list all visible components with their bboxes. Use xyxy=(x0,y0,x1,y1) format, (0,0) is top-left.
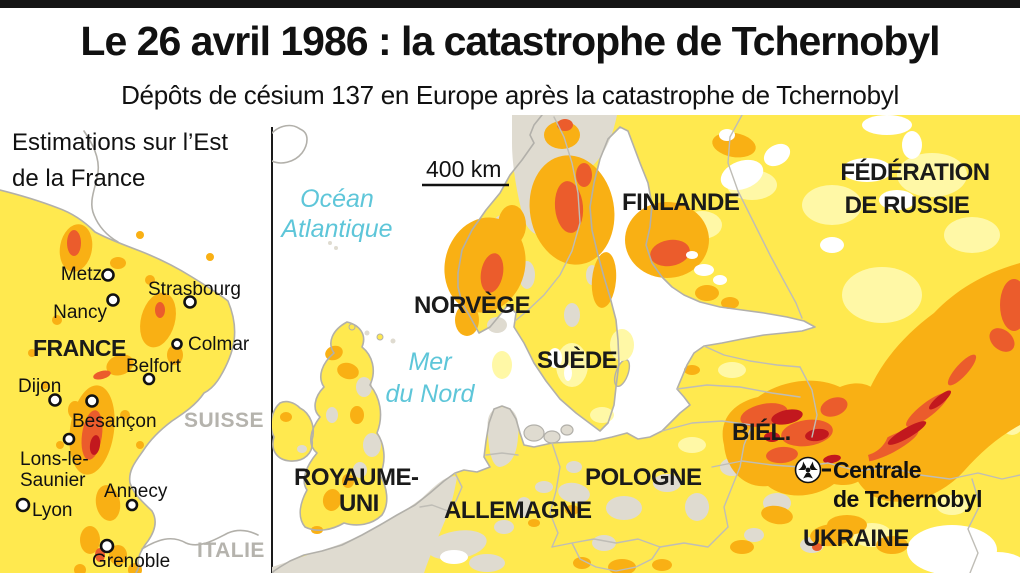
label-mer-line2: du Nord xyxy=(386,380,476,408)
shetland-islands xyxy=(328,241,396,344)
city-label-metz: Metz xyxy=(61,264,102,285)
label-ukraine: UKRAINE xyxy=(803,525,909,552)
city-marker-belfort xyxy=(142,372,156,386)
label-centrale-line2: de Tchernobyl xyxy=(833,486,982,512)
sea-labels: Océan Atlantique Mer du Nord xyxy=(279,185,475,408)
label-mer-line1: Mer xyxy=(408,348,453,376)
city-marker-grenoble xyxy=(99,538,115,554)
page-subtitle: Dépôts de césium 137 en Europe après la … xyxy=(121,80,899,110)
page-title: Le 26 avril 1986 : la catastrophe de Tch… xyxy=(80,18,940,64)
city-marker-nancy xyxy=(106,293,120,307)
label-norvege: NORVÈGE xyxy=(414,291,531,319)
city-label-colmar: Colmar xyxy=(188,334,250,355)
city-marker-strasbourg xyxy=(183,295,197,309)
europe-map: 400 km Océan Atlantique Mer du Nord NORV… xyxy=(272,115,1020,573)
city-label-annecy: Annecy xyxy=(104,481,168,502)
city-label-dijon: Dijon xyxy=(18,376,61,397)
label-suede: SUÈDE xyxy=(537,346,618,374)
city-label-belfort: Belfort xyxy=(126,356,182,377)
inset-land-layer xyxy=(0,130,259,573)
label-royaume-line2: UNI xyxy=(339,490,379,517)
label-pologne: POLOGNE xyxy=(585,464,702,491)
france-inset-map: Estimations sur l’Est de la France Metz … xyxy=(0,129,265,573)
deposit-patches xyxy=(280,119,1020,573)
city-label-lyon: Lyon xyxy=(32,500,73,521)
city-marker-dijon xyxy=(48,393,62,407)
city-label-lons-line2: Saunier xyxy=(20,470,86,491)
city-label-grenoble: Grenoble xyxy=(92,551,170,572)
city-marker-metz xyxy=(101,268,115,282)
city-marker-besancon xyxy=(85,394,99,408)
panel-divider xyxy=(271,127,273,573)
label-russie-line2: DE RUSSIE xyxy=(845,192,970,219)
radiation-icon xyxy=(794,456,822,484)
main-land-layer xyxy=(272,115,1020,573)
label-bielorussie: BIÉL. xyxy=(732,418,791,446)
scale-label: 400 km xyxy=(426,156,501,182)
city-marker-colmar xyxy=(171,338,183,350)
city-label-lons-line1: Lons-le- xyxy=(20,449,89,470)
inset-deposit-patches xyxy=(28,224,214,573)
label-france: FRANCE xyxy=(33,335,126,361)
label-finlande: FINLANDE xyxy=(622,189,740,216)
city-label-strasbourg: Strasbourg xyxy=(148,279,241,300)
label-allemagne: ALLEMAGNE xyxy=(444,497,592,524)
label-centrale-line1: Centrale xyxy=(833,457,921,483)
country-borders xyxy=(419,115,1020,573)
city-label-besancon: Besançon xyxy=(72,411,157,432)
city-marker-annecy xyxy=(125,498,139,512)
inset-borders xyxy=(0,130,259,573)
city-marker-lons xyxy=(62,432,76,446)
label-ocean-line1: Océan xyxy=(300,185,374,213)
label-russie-line1: FÉDÉRATION xyxy=(840,158,989,186)
top-bar xyxy=(0,0,1020,8)
label-italie: ITALIE xyxy=(197,539,265,562)
inset-heading-line1: Estimations sur l’Est xyxy=(12,129,228,156)
country-labels: NORVÈGE SUÈDE FINLANDE FÉDÉRATION DE RUS… xyxy=(294,158,990,552)
label-royaume-line1: ROYAUME- xyxy=(294,464,419,491)
city-label-nancy: Nancy xyxy=(53,302,107,323)
label-ocean-line2: Atlantique xyxy=(279,215,392,243)
inset-heading-line2: de la France xyxy=(12,165,145,192)
label-suisse: SUISSE xyxy=(184,409,264,432)
city-marker-lyon xyxy=(15,497,31,513)
chernobyl-annotation: Centrale de Tchernobyl xyxy=(794,456,983,512)
inset-city-markers xyxy=(15,268,197,554)
scale-bar: 400 km xyxy=(422,156,509,187)
inset-labels: Estimations sur l’Est de la France Metz … xyxy=(12,129,265,572)
coastlines xyxy=(272,115,816,573)
